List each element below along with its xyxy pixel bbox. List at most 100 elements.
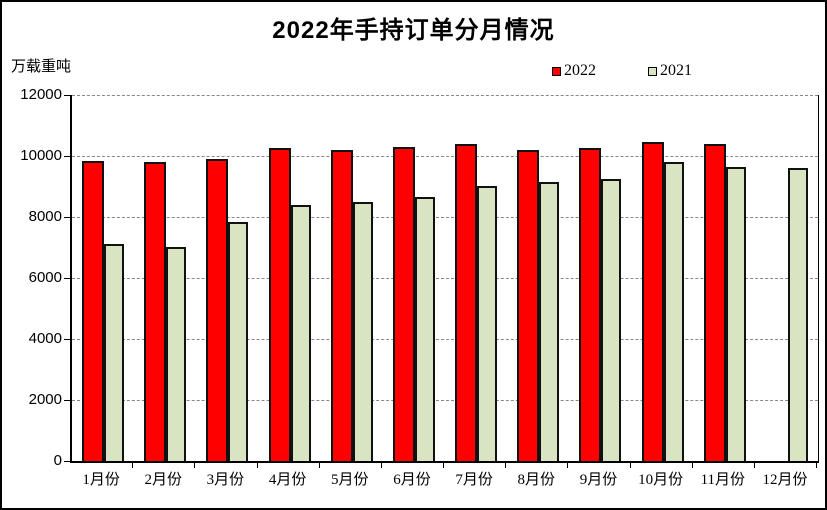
bar-pair-2月份: [144, 162, 187, 461]
category-9月份: [569, 95, 631, 461]
x-tick-label-7月份: 7月份: [455, 472, 493, 488]
category-6月份: [383, 95, 445, 461]
category-12月份: [756, 95, 818, 461]
bar-2022-5月份: [330, 150, 353, 461]
y-tick-mark-8000: [64, 217, 70, 218]
gridline-12000: [72, 95, 818, 96]
bar-2021-6月份: [414, 197, 435, 461]
legend: 2022 2021: [552, 62, 692, 80]
y-tick-label-10000: 10000: [20, 147, 62, 164]
bar-2022-11月份: [703, 144, 726, 461]
y-tick-label-12000: 12000: [20, 86, 62, 103]
x-tick-mark-4: [318, 463, 320, 468]
bar-2022-1月份: [82, 161, 105, 461]
legend-swatch-2021: [648, 66, 657, 76]
bar-2021-2月份: [166, 247, 187, 461]
bar-pair-3月份: [206, 159, 249, 461]
bar-2021-8月份: [539, 182, 560, 461]
gridline-2000: [72, 400, 818, 401]
y-tick-label-6000: 6000: [28, 269, 62, 286]
category-8月份: [507, 95, 569, 461]
bars-layer: [72, 95, 818, 461]
y-tick-mark-0: [64, 461, 70, 462]
x-tick-mark-1: [132, 463, 134, 468]
y-tick-mark-4000: [64, 339, 70, 340]
bar-pair-7月份: [455, 144, 498, 461]
x-tick-mark-7: [505, 463, 507, 468]
bar-2022-2月份: [144, 162, 167, 461]
bar-pair-5月份: [330, 150, 373, 461]
bar-2021-9月份: [601, 179, 622, 461]
plot-area: [70, 95, 819, 463]
bar-2021-12月份: [787, 168, 808, 461]
legend-label-2021: 2021: [660, 62, 692, 79]
gridline-8000: [72, 217, 818, 218]
x-tick-mark-11: [753, 463, 755, 468]
category-5月份: [321, 95, 383, 461]
bar-pair-9月份: [579, 148, 622, 461]
legend-item-2021: 2021: [648, 62, 692, 80]
x-axis-labels: 1月份 2月份 3月份 4月份 5月份 6月份 7月份 8月份 9月份 10月份 11月份 12月份: [70, 468, 816, 489]
legend-label-2022: 2022: [564, 62, 596, 79]
bar-2022-7月份: [455, 144, 478, 461]
bar-pair-12月份: [766, 168, 808, 461]
bar-pair-4月份: [268, 148, 311, 461]
legend-swatch-2022: [552, 66, 561, 76]
y-tick-label-4000: 4000: [28, 330, 62, 347]
category-7月份: [445, 95, 507, 461]
y-axis-unit-label: 万载重吨: [11, 59, 72, 75]
bar-2021-11月份: [725, 167, 746, 461]
bar-2022-9月份: [579, 148, 602, 461]
x-tick-label-5月份: 5月份: [331, 472, 369, 488]
x-tick-mark-12: [816, 463, 817, 468]
x-tick-label-12月份: 12月份: [762, 472, 808, 488]
gridline-10000: [72, 156, 818, 157]
bar-pair-11月份: [703, 144, 746, 461]
chart-title: 2022年手持订单分月情况: [272, 17, 555, 44]
y-tick-mark-10000: [64, 156, 70, 157]
x-tick-mark-8: [567, 463, 569, 468]
category-1月份: [72, 95, 134, 461]
bar-2021-7月份: [477, 186, 498, 461]
legend-item-2022: 2022: [552, 62, 596, 80]
bar-2022-10月份: [641, 142, 664, 461]
bar-2021-10月份: [663, 162, 684, 461]
bar-2021-3月份: [228, 222, 249, 461]
x-tick-label-8月份: 8月份: [517, 472, 556, 488]
bar-pair-8月份: [517, 150, 560, 461]
bar-2022-3月份: [206, 159, 229, 461]
bar-2021-4月份: [290, 205, 311, 461]
category-10月份: [632, 95, 694, 461]
y-tick-label-2000: 2000: [28, 391, 62, 408]
bar-2022-6月份: [392, 147, 415, 461]
category-11月份: [694, 95, 756, 461]
bar-2022-8月份: [517, 150, 540, 461]
y-tick-label-0: 0: [53, 452, 62, 469]
x-tick-label-2月份: 2月份: [144, 472, 183, 488]
bar-2021-5月份: [352, 202, 373, 461]
x-tick-mark-10: [691, 463, 693, 468]
x-tick-mark-9: [629, 463, 631, 468]
bar-pair-1月份: [82, 161, 125, 461]
x-tick-label-9月份: 9月份: [579, 472, 618, 488]
y-tick-mark-12000: [64, 95, 70, 96]
bar-pair-10月份: [641, 142, 684, 461]
gridline-6000: [72, 278, 818, 279]
x-tick-label-6月份: 6月份: [393, 472, 431, 488]
y-tick-mark-2000: [64, 400, 70, 401]
x-tick-label-10月份: 10月份: [638, 472, 684, 488]
x-tick-label-3月份: 3月份: [206, 472, 245, 488]
y-tick-mark-6000: [64, 278, 70, 279]
category-3月份: [196, 95, 258, 461]
x-tick-label-1月份: 1月份: [82, 472, 120, 488]
x-tick-label-11月份: 11月份: [700, 472, 746, 488]
x-tick-mark-2: [194, 463, 196, 468]
gridline-4000: [72, 339, 818, 340]
category-4月份: [259, 95, 321, 461]
category-2月份: [134, 95, 196, 461]
x-tick-mark-5: [380, 463, 382, 468]
x-tick-mark-6: [443, 463, 444, 468]
bar-pair-6月份: [392, 147, 435, 461]
y-tick-label-8000: 8000: [28, 208, 62, 225]
